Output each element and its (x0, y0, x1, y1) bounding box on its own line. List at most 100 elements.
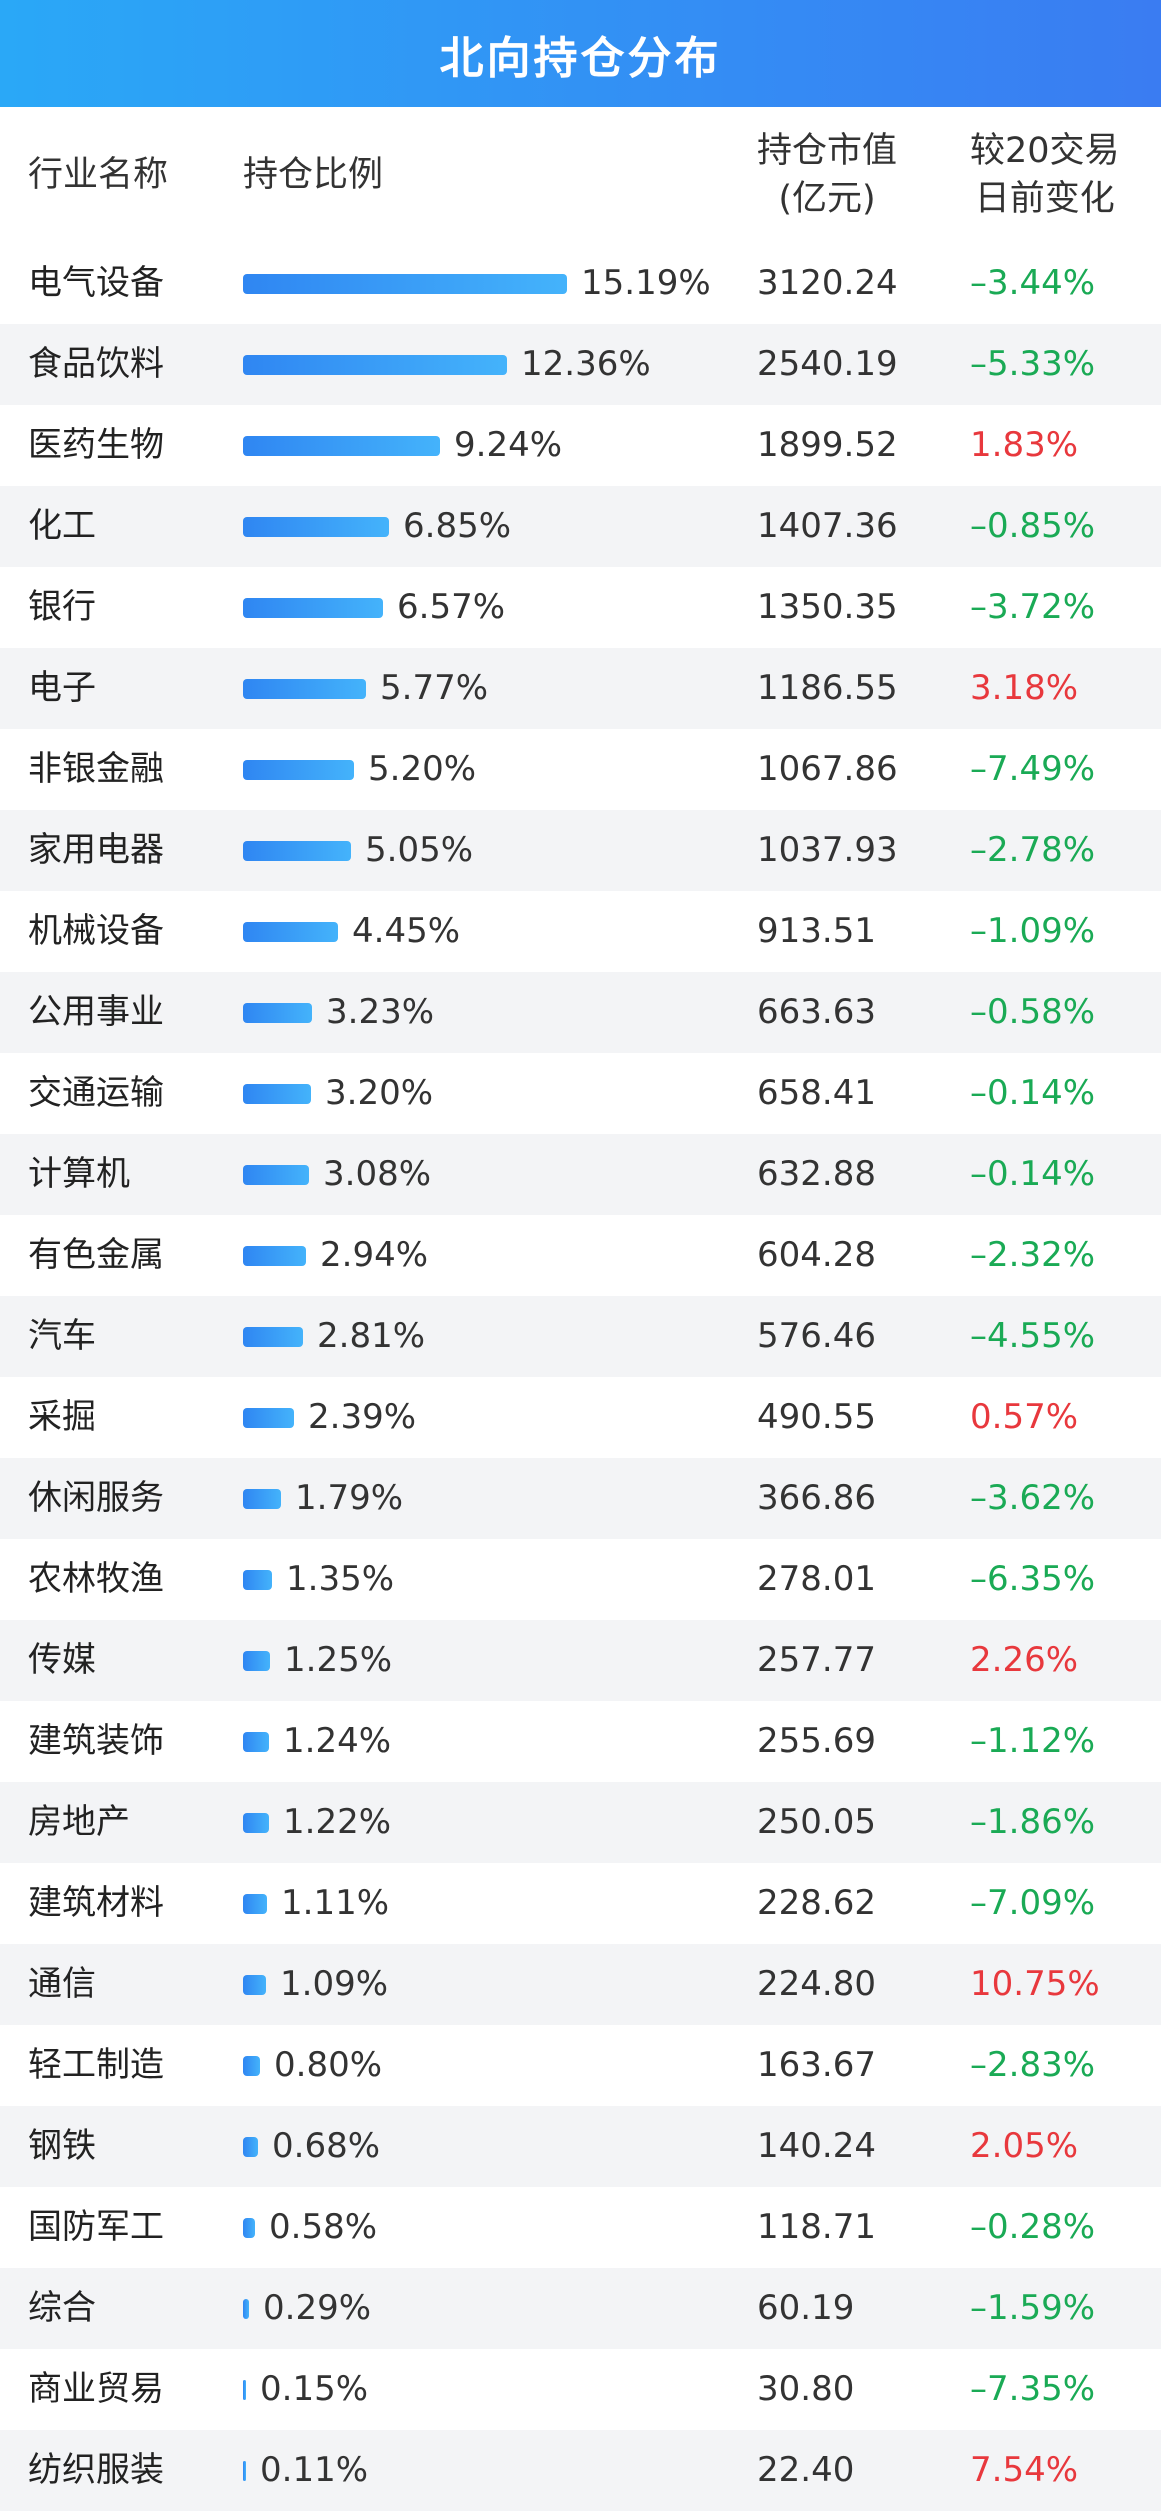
industry-name: 机械设备 (28, 911, 164, 951)
market-value: 140.24 (757, 2126, 876, 2166)
change-value: –0.14% (970, 1073, 1096, 1113)
industry-name: 商业贸易 (28, 2369, 164, 2409)
ratio-label: 0.68% (272, 2126, 381, 2166)
ratio-bar (243, 1246, 306, 1266)
industry-name: 轻工制造 (28, 2045, 164, 2085)
table-row: 化工 6.85% 1407.36 –0.85% (0, 486, 1161, 567)
market-value: 255.69 (757, 1721, 876, 1761)
table-row: 国防军工 0.58% 118.71 –0.28% (0, 2187, 1161, 2268)
change-value: –2.32% (970, 1235, 1096, 1275)
market-value: 1186.55 (757, 668, 898, 708)
table-row: 综合 0.29% 60.19 –1.59% (0, 2268, 1161, 2349)
table-row: 非银金融 5.20% 1067.86 –7.49% (0, 729, 1161, 810)
ratio-label: 2.39% (308, 1397, 417, 1437)
ratio-label: 2.94% (320, 1235, 429, 1275)
ratio-label: 1.35% (286, 1559, 395, 1599)
ratio-label: 15.19% (581, 263, 711, 303)
table-row: 农林牧渔 1.35% 278.01 –6.35% (0, 1539, 1161, 1620)
ratio-label: 0.80% (274, 2045, 383, 2085)
change-value: 2.05% (970, 2126, 1079, 2166)
industry-name: 交通运输 (28, 1073, 164, 1113)
change-value: –1.12% (970, 1721, 1096, 1761)
ratio-label: 5.20% (368, 749, 477, 789)
change-value: –0.58% (970, 992, 1096, 1032)
change-value: 7.54% (970, 2450, 1079, 2490)
ratio-label: 3.08% (323, 1154, 432, 1194)
industry-name: 建筑材料 (28, 1883, 164, 1923)
table-row: 计算机 3.08% 632.88 –0.14% (0, 1134, 1161, 1215)
ratio-label: 1.25% (284, 1640, 393, 1680)
market-value: 576.46 (757, 1316, 876, 1356)
market-value: 604.28 (757, 1235, 876, 1275)
market-value: 3120.24 (757, 263, 898, 303)
col-market-value: 持仓市值 (亿元) (757, 127, 897, 223)
table-row: 传媒 1.25% 257.77 2.26% (0, 1620, 1161, 1701)
ratio-label: 0.29% (263, 2288, 372, 2328)
industry-name: 医药生物 (28, 425, 164, 465)
title-bar: 北向持仓分布 (0, 0, 1161, 107)
ratio-bar (243, 517, 389, 537)
col-market-value-line2: (亿元) (778, 179, 876, 219)
market-value: 228.62 (757, 1883, 876, 1923)
ratio-label: 1.09% (280, 1964, 389, 2004)
ratio-bar (243, 1489, 281, 1509)
ratio-bar (243, 922, 338, 942)
table-row: 建筑材料 1.11% 228.62 –7.09% (0, 1863, 1161, 1944)
table-row: 汽车 2.81% 576.46 –4.55% (0, 1296, 1161, 1377)
market-value: 278.01 (757, 1559, 876, 1599)
col-change-line1: 较20交易 (970, 131, 1120, 171)
market-value: 366.86 (757, 1478, 876, 1518)
market-value: 632.88 (757, 1154, 876, 1194)
table-row: 公用事业 3.23% 663.63 –0.58% (0, 972, 1161, 1053)
col-market-value-line1: 持仓市值 (757, 131, 898, 171)
ratio-label: 1.22% (283, 1802, 392, 1842)
ratio-label: 5.05% (365, 830, 474, 870)
change-value: 0.57% (970, 1397, 1079, 1437)
market-value: 1899.52 (757, 425, 898, 465)
table-row: 商业贸易 0.15% 30.80 –7.35% (0, 2349, 1161, 2430)
change-value: –3.44% (970, 263, 1096, 303)
col-change: 较20交易 日前变化 (970, 127, 1120, 223)
ratio-bar (243, 598, 383, 618)
table-row: 电气设备 15.19% 3120.24 –3.44% (0, 243, 1161, 324)
industry-name: 电子 (28, 668, 96, 708)
table-row: 轻工制造 0.80% 163.67 –2.83% (0, 2025, 1161, 2106)
ratio-label: 9.24% (454, 425, 563, 465)
ratio-bar (243, 2137, 258, 2157)
column-header: 行业名称 持仓比例 持仓市值 (亿元) 较20交易 日前变化 (0, 107, 1161, 243)
ratio-bar (243, 1651, 270, 1671)
ratio-bar (243, 274, 567, 294)
table-row: 家用电器 5.05% 1037.93 –2.78% (0, 810, 1161, 891)
change-value: –0.14% (970, 1154, 1096, 1194)
table-row: 食品饮料 12.36% 2540.19 –5.33% (0, 324, 1161, 405)
change-value: –3.62% (970, 1478, 1096, 1518)
change-value: –1.86% (970, 1802, 1096, 1842)
change-value: –7.35% (970, 2369, 1096, 2409)
ratio-bar (243, 1975, 266, 1995)
industry-name: 银行 (28, 587, 96, 627)
market-value: 1350.35 (757, 587, 898, 627)
industry-name: 国防军工 (28, 2207, 164, 2247)
market-value: 658.41 (757, 1073, 876, 1113)
market-value: 2540.19 (757, 344, 898, 384)
ratio-bar (243, 1408, 294, 1428)
table-row: 银行 6.57% 1350.35 –3.72% (0, 567, 1161, 648)
industry-name: 纺织服装 (28, 2450, 164, 2490)
market-value: 1067.86 (757, 749, 898, 789)
market-value: 1037.93 (757, 830, 898, 870)
change-value: 2.26% (970, 1640, 1079, 1680)
industry-name: 计算机 (28, 1154, 130, 1194)
market-value: 60.19 (757, 2288, 855, 2328)
industry-name: 通信 (28, 1964, 96, 2004)
market-value: 250.05 (757, 1802, 876, 1842)
change-value: –0.85% (970, 506, 1096, 546)
industry-name: 非银金融 (28, 749, 164, 789)
page-title: 北向持仓分布 (439, 32, 722, 84)
ratio-label: 6.57% (397, 587, 506, 627)
ratio-label: 12.36% (521, 344, 651, 384)
change-value: –5.33% (970, 344, 1096, 384)
market-value: 490.55 (757, 1397, 876, 1437)
change-value: –1.09% (970, 911, 1096, 951)
change-value: –2.83% (970, 2045, 1096, 2085)
